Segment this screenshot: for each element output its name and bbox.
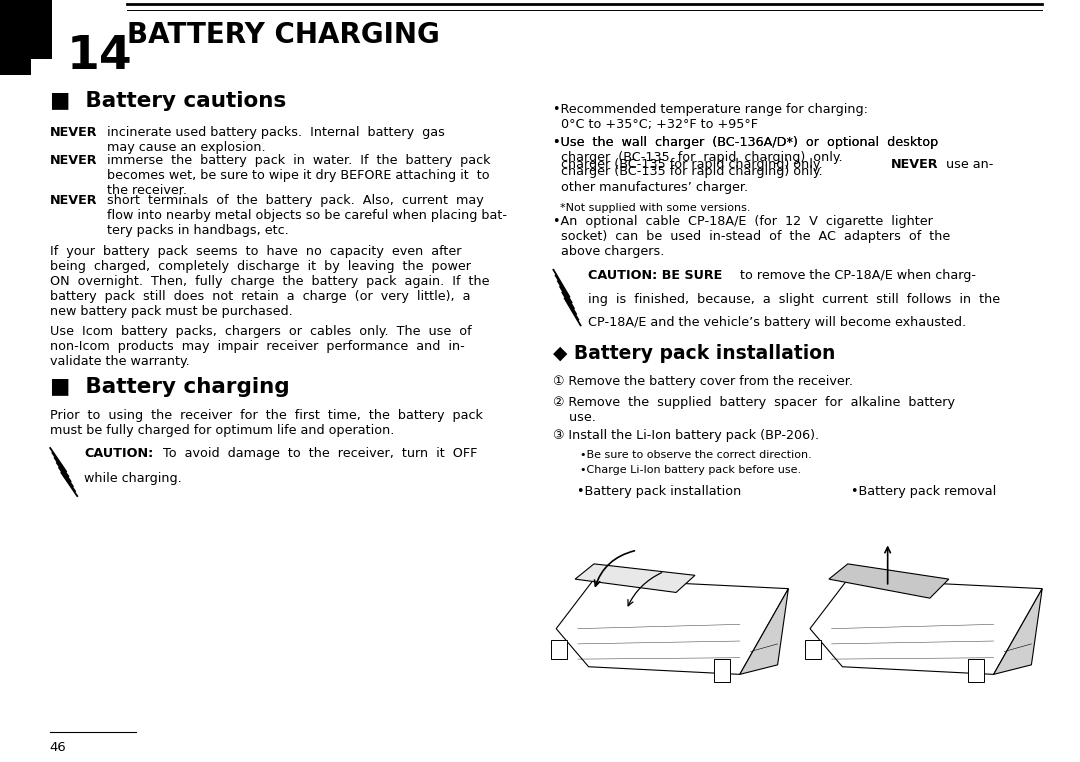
Text: NEVER: NEVER <box>50 194 97 207</box>
Polygon shape <box>810 579 1042 674</box>
Text: •Battery pack installation: •Battery pack installation <box>577 485 741 498</box>
Text: To  avoid  damage  to  the  receiver,  turn  it  OFF: To avoid damage to the receiver, turn it… <box>163 447 477 460</box>
Text: •Recommended temperature range for charging:
  0°C to +35°C; +32°F to +95°F: •Recommended temperature range for charg… <box>553 103 868 131</box>
Text: use an-: use an- <box>942 158 994 171</box>
Text: immerse  the  battery  pack  in  water.  If  the  battery  pack
becomes wet, be : immerse the battery pack in water. If th… <box>107 154 490 197</box>
Text: CAUTION: BE SURE: CAUTION: BE SURE <box>588 269 721 282</box>
Text: charger (BC-135 for rapid charging) only.: charger (BC-135 for rapid charging) only… <box>553 158 826 171</box>
Polygon shape <box>556 579 788 674</box>
Text: •Use  the  wall  charger  (BC-136A/D*)  or  optional  desktop
  charger  (BC-135: •Use the wall charger (BC-136A/D*) or op… <box>553 136 939 164</box>
Polygon shape <box>714 659 730 682</box>
Text: ■  Battery cautions: ■ Battery cautions <box>50 91 286 111</box>
Text: •An  optional  cable  CP-18A/E  (for  12  V  cigarette  lighter
  socket)  can  : •An optional cable CP-18A/E (for 12 V ci… <box>553 215 950 258</box>
Text: while charging.: while charging. <box>84 472 183 485</box>
Text: *Not supplied with some versions.: *Not supplied with some versions. <box>553 203 751 213</box>
Text: ■  Battery charging: ■ Battery charging <box>50 377 289 397</box>
Text: CAUTION:: CAUTION: <box>84 447 153 460</box>
Text: other manufactures’ charger.: other manufactures’ charger. <box>553 181 748 194</box>
Text: CP-18A/E and the vehicle’s battery will become exhausted.: CP-18A/E and the vehicle’s battery will … <box>588 316 966 329</box>
Text: 46: 46 <box>50 741 67 754</box>
Text: Prior  to  using  the  receiver  for  the  first  time,  the  battery  pack
must: Prior to using the receiver for the firs… <box>50 409 483 437</box>
Polygon shape <box>740 588 788 674</box>
Text: ① Remove the battery cover from the receiver.: ① Remove the battery cover from the rece… <box>553 375 853 388</box>
Text: NEVER: NEVER <box>891 158 939 171</box>
Polygon shape <box>829 564 949 598</box>
Text: charger (BC-135 for rapid charging) only.: charger (BC-135 for rapid charging) only… <box>553 165 831 178</box>
Text: ing  is  finished,  because,  a  slight  current  still  follows  in  the: ing is finished, because, a slight curre… <box>588 293 1000 306</box>
Text: Use  Icom  battery  packs,  chargers  or  cables  only.  The  use  of
non-Icom  : Use Icom battery packs, chargers or cabl… <box>50 325 471 368</box>
Text: •Use  the  wall  charger  (BC-136A/D*)  or  optional  desktop: •Use the wall charger (BC-136A/D*) or op… <box>553 136 939 149</box>
Text: 14: 14 <box>67 34 133 79</box>
Polygon shape <box>551 640 567 659</box>
Text: ◆ Battery pack installation: ◆ Battery pack installation <box>553 344 835 363</box>
Text: BATTERY CHARGING: BATTERY CHARGING <box>127 21 441 50</box>
Polygon shape <box>805 640 821 659</box>
Polygon shape <box>576 564 696 593</box>
Polygon shape <box>994 588 1042 674</box>
Text: ③ Install the Li-Ion battery pack (BP-206).: ③ Install the Li-Ion battery pack (BP-20… <box>553 429 819 442</box>
Bar <box>0 0 52 59</box>
Text: incinerate used battery packs.  Internal  battery  gas
may cause an explosion.: incinerate used battery packs. Internal … <box>107 126 445 154</box>
Text: NEVER: NEVER <box>50 154 97 167</box>
Bar <box>0 58 31 75</box>
Text: to remove the CP-18A/E when charg-: to remove the CP-18A/E when charg- <box>740 269 976 282</box>
Text: •Battery pack removal: •Battery pack removal <box>851 485 996 498</box>
Text: ② Remove  the  supplied  battery  spacer  for  alkaline  battery
    use.: ② Remove the supplied battery spacer for… <box>553 396 955 424</box>
Text: •Charge Li-Ion battery pack before use.: •Charge Li-Ion battery pack before use. <box>580 465 801 475</box>
Text: •Be sure to observe the correct direction.: •Be sure to observe the correct directio… <box>580 450 812 459</box>
Text: NEVER: NEVER <box>50 126 97 139</box>
Polygon shape <box>968 659 984 682</box>
Text: If  your  battery  pack  seems  to  have  no  capacity  even  after
being  charg: If your battery pack seems to have no ca… <box>50 245 489 319</box>
Text: short  terminals  of  the  battery  pack.  Also,  current  may
flow into nearby : short terminals of the battery pack. Als… <box>107 194 507 237</box>
